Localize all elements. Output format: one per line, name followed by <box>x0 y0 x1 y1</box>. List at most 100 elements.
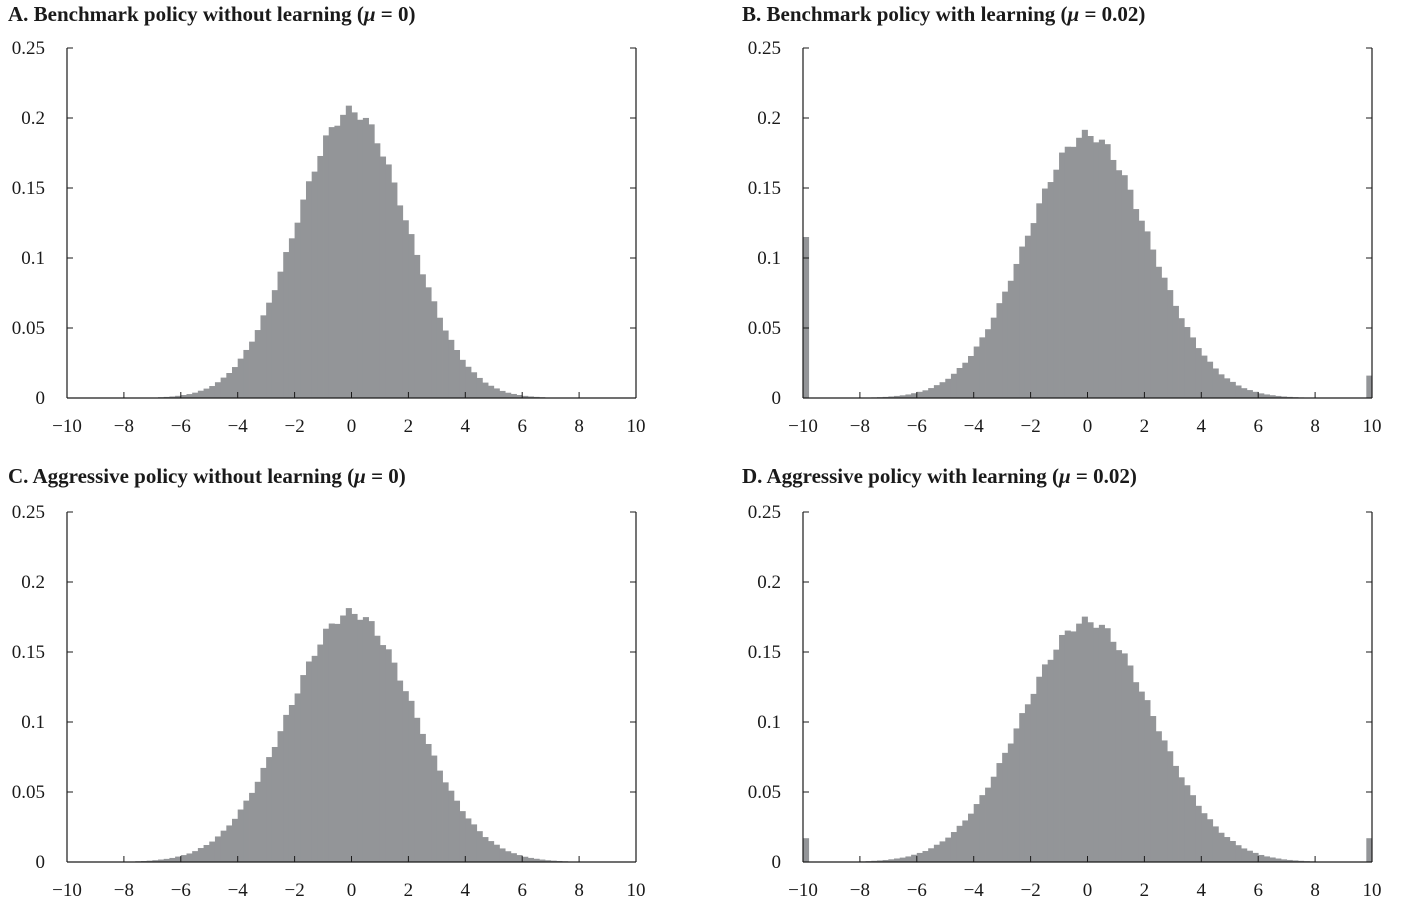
histogram-bar <box>237 358 244 398</box>
x-tick-label: −6 <box>907 416 927 437</box>
histogram-bar <box>1144 231 1151 398</box>
histogram-bar <box>402 691 409 862</box>
histogram-bar <box>1115 170 1123 398</box>
histogram-bar <box>1252 391 1259 398</box>
histogram-bar <box>277 271 284 398</box>
histogram-bar <box>1087 136 1094 398</box>
histogram-bar <box>1241 388 1248 398</box>
y-tick-label: 0.2 <box>757 572 781 593</box>
x-tick-label: −10 <box>52 416 82 437</box>
histogram-bar <box>1019 713 1026 862</box>
histogram-bar <box>283 714 290 862</box>
histogram-bar <box>1263 394 1270 398</box>
histogram-bar <box>271 746 278 862</box>
histogram-bar <box>950 832 958 862</box>
histogram-bar <box>499 848 506 862</box>
histogram-bar <box>1235 385 1242 398</box>
histogram-bar <box>288 705 295 862</box>
histogram-bar <box>408 234 415 398</box>
histogram-bar <box>939 382 946 398</box>
histogram-bar <box>294 222 301 398</box>
histogram-bar <box>317 644 324 862</box>
x-tick-label: −8 <box>114 416 134 437</box>
histogram-bar <box>197 390 204 398</box>
histogram-bar <box>249 341 256 398</box>
histogram-bars <box>803 616 1373 862</box>
histogram-bar <box>232 367 239 398</box>
y-tick-label: 0.15 <box>12 642 45 663</box>
histogram-bar <box>985 787 992 862</box>
histogram-bars <box>803 129 1373 399</box>
histogram-bar <box>899 857 906 862</box>
histogram-bar <box>979 337 986 398</box>
histogram-bar <box>533 858 540 862</box>
histogram-bar <box>803 237 810 398</box>
histogram-bar <box>260 315 267 398</box>
histogram-bar <box>1280 396 1288 398</box>
histogram-bar <box>391 182 398 398</box>
histogram-bar <box>266 302 273 398</box>
histogram-bar <box>197 848 204 862</box>
histogram-bar <box>1258 854 1265 862</box>
histogram-bar <box>146 860 153 862</box>
histogram-bar <box>950 373 958 398</box>
histogram-bar <box>1013 728 1020 862</box>
x-tick-label: −6 <box>907 880 927 901</box>
histogram-bar <box>1059 634 1066 862</box>
y-tick-label: 0.2 <box>21 572 45 593</box>
histogram-bar <box>905 856 912 862</box>
y-tick-label: 0.05 <box>12 782 45 803</box>
histogram-bar <box>152 860 159 862</box>
histogram-bar <box>1184 785 1191 862</box>
histogram-bar <box>1133 209 1140 398</box>
histogram-bar <box>1366 375 1373 398</box>
x-tick-label: −4 <box>964 880 985 901</box>
histogram-bar <box>1252 852 1259 862</box>
histogram-bar <box>505 851 512 862</box>
panel-c: C. Aggressive policy without learning (μ… <box>0 452 700 903</box>
histogram-bar <box>527 857 534 862</box>
histogram-bar <box>288 238 295 398</box>
histogram-bar <box>1155 731 1162 862</box>
histogram-bar <box>968 355 975 398</box>
x-tick-label: 0 <box>1083 880 1093 901</box>
histogram-bar <box>459 811 466 862</box>
histogram-bar <box>527 396 534 398</box>
histogram-bar <box>1138 220 1145 398</box>
histogram-bar <box>203 388 210 398</box>
x-tick-label: 4 <box>461 880 471 901</box>
histogram-bar <box>214 382 222 398</box>
histogram-bar <box>470 824 478 862</box>
histogram-bar <box>1098 624 1105 862</box>
histogram-bar <box>345 608 352 862</box>
histogram-bar <box>305 661 313 862</box>
histogram-bar <box>192 392 199 398</box>
x-tick-label: 0 <box>347 416 357 437</box>
panel-a: A. Benchmark policy without learning (μ … <box>0 0 700 451</box>
histogram-bar <box>1127 665 1134 862</box>
x-tick-label: −2 <box>1020 880 1040 901</box>
histogram-bar <box>1053 169 1060 398</box>
histogram-bar <box>385 164 392 398</box>
histogram-bar <box>186 394 193 398</box>
histogram-bar <box>922 390 929 398</box>
histogram-bar <box>1224 837 1231 862</box>
histogram-bar <box>990 317 997 398</box>
histogram-bar <box>1241 848 1248 862</box>
histogram-bar <box>1121 653 1128 862</box>
x-tick-label: 10 <box>1363 416 1382 437</box>
histogram-bar <box>1269 395 1276 398</box>
histogram-bar <box>1133 682 1140 862</box>
x-tick-label: −8 <box>850 416 870 437</box>
histogram-bar <box>374 143 381 398</box>
histogram-bar <box>1104 628 1111 862</box>
histogram-bar <box>803 838 810 862</box>
histogram-bar <box>1041 188 1049 398</box>
y-tick-label: 0 <box>772 388 782 409</box>
histogram-bar <box>351 112 358 399</box>
histogram-bar <box>220 830 227 862</box>
histogram-bar <box>488 841 495 862</box>
histogram-bar <box>990 776 997 862</box>
histogram-bar <box>305 181 313 398</box>
histogram-bar <box>340 615 347 862</box>
